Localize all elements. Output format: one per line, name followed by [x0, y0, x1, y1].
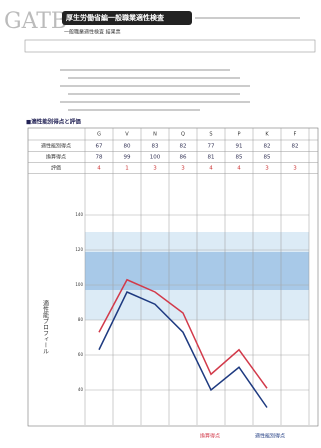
- table-head: S: [209, 132, 212, 138]
- row-label: 換算得点: [46, 154, 66, 161]
- cell: 4: [209, 166, 213, 172]
- cell: 91: [236, 144, 243, 150]
- cell: 86: [180, 155, 187, 161]
- series-line: [98, 291, 268, 408]
- table-head: F: [294, 132, 297, 138]
- y-tick-label: 60: [78, 352, 84, 357]
- subtitle: 一般職業適性検査 結果票: [64, 29, 121, 36]
- cell: 80: [124, 144, 131, 150]
- y-tick-label: 80: [78, 317, 84, 322]
- table-head: Q: [181, 132, 185, 138]
- cell: 82: [292, 144, 299, 150]
- cell: 67: [96, 144, 103, 150]
- cell: 4: [237, 166, 241, 172]
- table-head: V: [125, 132, 129, 138]
- cell: 77: [208, 144, 215, 150]
- frame: [27, 127, 319, 427]
- row-label: 適性能別得点: [41, 143, 71, 150]
- table-head: N: [153, 132, 157, 138]
- cell: 85: [236, 155, 243, 161]
- section-title: ■適性能別得点と評価: [26, 118, 81, 126]
- text-lines: [60, 69, 250, 111]
- cell: 3: [153, 166, 157, 172]
- table-head: P: [237, 132, 240, 138]
- legend-entry: 換算得点: [200, 433, 220, 440]
- legend-entry: 適性能別得点: [255, 433, 285, 440]
- cell: 100: [150, 155, 161, 161]
- cell: 81: [208, 155, 215, 161]
- title-box: [62, 11, 192, 25]
- cell: 1: [125, 166, 129, 172]
- cell: 99: [124, 155, 131, 161]
- cell: 83: [152, 144, 159, 150]
- logo: GATB: [4, 9, 67, 34]
- table-head: G: [97, 132, 101, 138]
- cell: 3: [293, 166, 297, 172]
- cell: 3: [265, 166, 269, 172]
- title: 厚生労働省編一般職業適性検査: [66, 13, 165, 22]
- cell: 82: [264, 144, 271, 150]
- y-tick-label: 140: [75, 212, 83, 217]
- series-line: [98, 278, 268, 389]
- cell: 82: [180, 144, 187, 150]
- y-tick-label: 40: [78, 387, 84, 392]
- cell: 4: [97, 166, 101, 172]
- axis-title: 適性能プロフィール: [42, 299, 49, 354]
- cell: 78: [96, 155, 103, 161]
- y-tick-label: 100: [75, 282, 83, 287]
- table-head: K: [265, 132, 269, 138]
- row-label: 評価: [51, 165, 61, 172]
- y-tick-label: 120: [75, 247, 83, 252]
- cell: 85: [264, 155, 271, 161]
- cell: 3: [181, 166, 185, 172]
- info-box: [24, 39, 316, 53]
